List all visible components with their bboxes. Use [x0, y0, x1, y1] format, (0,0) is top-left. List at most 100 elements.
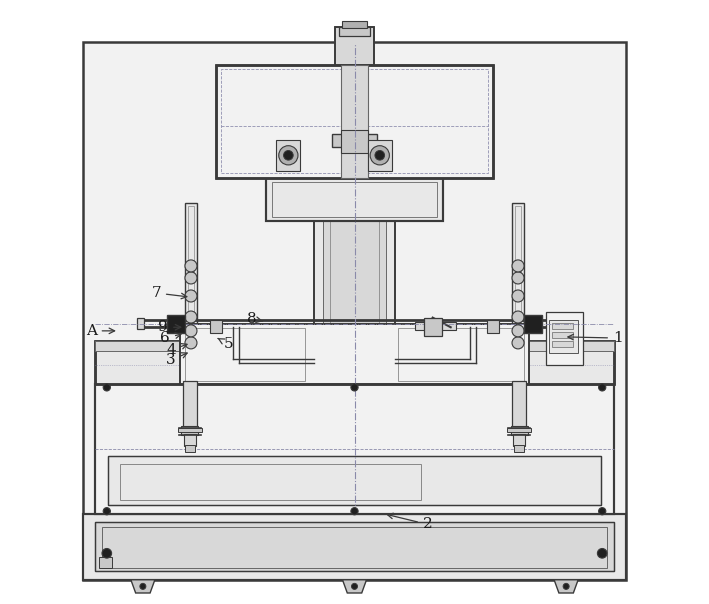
Bar	[83, 513, 626, 580]
Circle shape	[102, 548, 111, 558]
Circle shape	[512, 337, 524, 349]
Bar	[515, 445, 524, 452]
Bar	[515, 206, 521, 377]
Text: 7: 7	[151, 286, 187, 300]
Bar	[323, 153, 386, 380]
Text: 3: 3	[167, 353, 187, 367]
Bar	[415, 322, 455, 330]
Bar	[424, 318, 442, 336]
Bar	[95, 341, 614, 352]
Bar	[339, 27, 370, 36]
Text: 5: 5	[218, 337, 233, 351]
Bar	[120, 464, 420, 500]
Bar	[549, 320, 578, 353]
Bar	[83, 513, 626, 580]
Bar	[510, 426, 527, 435]
Bar	[487, 320, 499, 333]
Circle shape	[185, 325, 197, 337]
Circle shape	[512, 272, 524, 284]
Circle shape	[140, 583, 146, 590]
Bar	[330, 156, 379, 377]
Bar	[513, 434, 525, 446]
Bar	[216, 65, 493, 178]
Text: 1: 1	[568, 331, 623, 345]
Bar	[565, 318, 572, 329]
Bar	[546, 312, 583, 365]
Bar	[398, 329, 524, 381]
Text: A: A	[86, 324, 115, 338]
Circle shape	[351, 384, 358, 391]
Circle shape	[279, 146, 298, 165]
Circle shape	[185, 337, 197, 349]
Circle shape	[104, 507, 111, 515]
Text: 8: 8	[247, 312, 262, 326]
Circle shape	[598, 384, 605, 391]
Bar	[342, 21, 367, 28]
Bar	[180, 324, 529, 384]
Bar	[512, 203, 524, 380]
Bar	[507, 428, 531, 432]
Bar	[510, 341, 525, 352]
Text: 2: 2	[387, 513, 432, 532]
Polygon shape	[342, 580, 367, 593]
Bar	[95, 341, 614, 384]
Bar	[182, 381, 197, 428]
Circle shape	[598, 507, 605, 515]
Bar	[185, 329, 305, 381]
Bar	[335, 27, 374, 65]
Bar	[552, 341, 574, 347]
Bar	[99, 557, 112, 568]
Bar	[184, 434, 196, 446]
Polygon shape	[131, 580, 155, 593]
Bar	[182, 426, 199, 435]
Circle shape	[598, 548, 607, 558]
Circle shape	[563, 583, 569, 590]
Bar	[185, 445, 194, 452]
Bar	[95, 522, 614, 571]
Bar	[552, 332, 574, 338]
Circle shape	[185, 260, 197, 272]
Bar	[178, 428, 202, 432]
Text: 9: 9	[158, 320, 181, 334]
Bar	[188, 206, 194, 377]
Text: 6: 6	[160, 331, 181, 345]
Bar	[332, 134, 377, 147]
Bar	[167, 315, 185, 333]
Bar	[185, 203, 197, 380]
Bar	[341, 130, 368, 153]
Bar	[210, 320, 222, 333]
Bar	[102, 527, 607, 568]
Bar	[95, 522, 614, 571]
Circle shape	[351, 507, 358, 515]
Bar	[313, 149, 396, 384]
Bar	[265, 178, 444, 221]
Bar	[221, 69, 488, 173]
Bar	[368, 140, 392, 171]
Polygon shape	[554, 580, 578, 593]
Bar	[524, 315, 542, 333]
Circle shape	[284, 150, 294, 160]
Circle shape	[104, 384, 111, 391]
Circle shape	[352, 583, 357, 590]
Circle shape	[185, 311, 197, 323]
Circle shape	[185, 272, 197, 284]
Bar	[335, 27, 374, 65]
Circle shape	[375, 150, 384, 160]
Bar	[277, 140, 301, 171]
Bar	[265, 178, 444, 221]
Bar	[180, 324, 529, 384]
Bar	[216, 65, 493, 178]
Circle shape	[512, 325, 524, 337]
Bar	[95, 341, 614, 384]
Bar	[552, 323, 574, 329]
Bar	[272, 182, 437, 217]
Circle shape	[370, 146, 389, 165]
Circle shape	[185, 290, 197, 302]
Bar	[313, 149, 396, 384]
Bar	[108, 456, 601, 505]
Circle shape	[512, 290, 524, 302]
Bar	[184, 341, 199, 352]
Bar	[83, 42, 626, 580]
Bar	[108, 456, 601, 505]
Circle shape	[512, 311, 524, 323]
